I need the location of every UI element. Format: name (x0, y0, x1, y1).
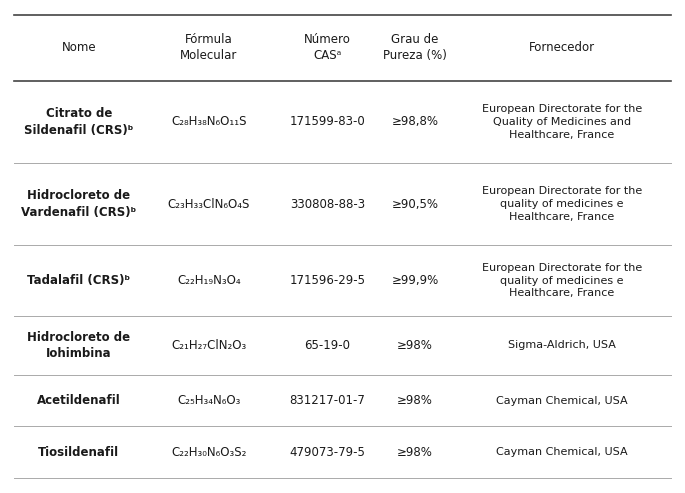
Text: Tiosildenafil: Tiosildenafil (38, 446, 119, 459)
Text: Hidrocloreto de
Iohimbina: Hidrocloreto de Iohimbina (27, 330, 130, 360)
Text: European Directorate for the
quality of medicines e
Healthcare, France: European Directorate for the quality of … (482, 263, 642, 298)
Text: C₂₅H₃₄N₆O₃: C₂₅H₃₄N₆O₃ (177, 394, 240, 407)
Text: Grau de
Pureza (%): Grau de Pureza (%) (383, 33, 447, 62)
Text: ≥98%: ≥98% (397, 446, 433, 459)
Text: European Directorate for the
Quality of Medicines and
Healthcare, France: European Directorate for the Quality of … (482, 104, 642, 140)
Text: 171596-29-5: 171596-29-5 (290, 274, 365, 287)
Text: ≥90,5%: ≥90,5% (392, 198, 438, 211)
Text: 831217-01-7: 831217-01-7 (290, 394, 365, 407)
Text: Hidrocloreto de
Vardenafil (CRS)ᵇ: Hidrocloreto de Vardenafil (CRS)ᵇ (21, 189, 136, 219)
Text: Fornecedor: Fornecedor (529, 41, 595, 54)
Text: Cayman Chemical, USA: Cayman Chemical, USA (496, 395, 627, 406)
Text: C₂₈H₃₈N₆O₁₁S: C₂₈H₃₈N₆O₁₁S (171, 115, 247, 128)
Text: Acetildenafil: Acetildenafil (37, 394, 121, 407)
Text: C₂₁H₂₇ClN₂O₃: C₂₁H₂₇ClN₂O₃ (171, 339, 247, 352)
Text: Sigma-Aldrich, USA: Sigma-Aldrich, USA (508, 340, 616, 351)
Text: ≥98%: ≥98% (397, 339, 433, 352)
Text: C₂₂H₁₉N₃O₄: C₂₂H₁₉N₃O₄ (177, 274, 240, 287)
Text: Cayman Chemical, USA: Cayman Chemical, USA (496, 447, 627, 458)
Text: ≥98,8%: ≥98,8% (392, 115, 438, 128)
Text: 171599-83-0: 171599-83-0 (290, 115, 365, 128)
Text: 65-19-0: 65-19-0 (304, 339, 351, 352)
Text: Número
CASᵃ: Número CASᵃ (304, 33, 351, 62)
Text: European Directorate for the
quality of medicines e
Healthcare, France: European Directorate for the quality of … (482, 186, 642, 222)
Text: 330808-88-3: 330808-88-3 (290, 198, 365, 211)
Text: C₂₃H₃₃ClN₆O₄S: C₂₃H₃₃ClN₆O₄S (168, 198, 250, 211)
Text: ≥99,9%: ≥99,9% (392, 274, 438, 287)
Text: 479073-79-5: 479073-79-5 (290, 446, 365, 459)
Text: Citrato de
Sildenafil (CRS)ᵇ: Citrato de Sildenafil (CRS)ᵇ (24, 107, 134, 137)
Text: Tadalafil (CRS)ᵇ: Tadalafil (CRS)ᵇ (27, 274, 130, 287)
Text: Fórmula
Molecular: Fórmula Molecular (180, 33, 238, 62)
Text: Nome: Nome (62, 41, 96, 54)
Text: C₂₂H₃₀N₆O₃S₂: C₂₂H₃₀N₆O₃S₂ (171, 446, 247, 459)
Text: ≥98%: ≥98% (397, 394, 433, 407)
